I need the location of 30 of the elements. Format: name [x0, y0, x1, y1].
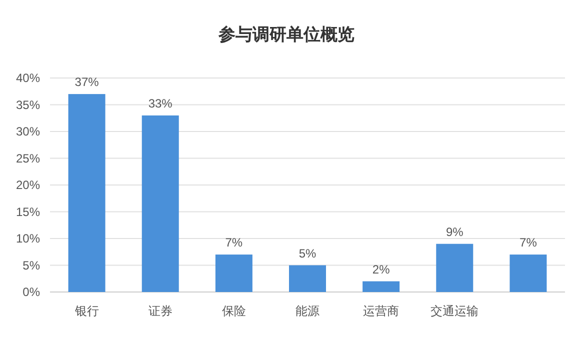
bar — [289, 265, 326, 292]
x-tick-label: 保险 — [222, 304, 246, 318]
x-tick-label: 能源 — [296, 304, 320, 318]
y-tick-label: 25% — [16, 151, 40, 166]
data-label: 5% — [298, 246, 316, 260]
y-tick-label: 15% — [16, 204, 40, 219]
y-tick-label: 0% — [22, 285, 40, 299]
chart-title: 参与调研单位概览 — [218, 25, 354, 44]
bar — [68, 94, 106, 292]
data-label: 33% — [148, 96, 173, 110]
y-tick-label: 20% — [16, 178, 40, 192]
x-tick-label: 证券 — [148, 304, 172, 318]
x-tick-label: 交通运输 — [430, 304, 479, 318]
data-label: 2% — [372, 262, 390, 276]
bar — [215, 254, 252, 292]
data-label: 7% — [225, 236, 243, 250]
bar — [510, 254, 547, 292]
y-tick-label: 30% — [16, 124, 40, 138]
bar — [362, 281, 400, 292]
x-tick-label: 运营商 — [363, 304, 400, 318]
y-tick-label: 10% — [16, 232, 40, 246]
bar — [142, 115, 179, 292]
y-tick-label: 35% — [16, 98, 40, 112]
data-label: 37% — [74, 75, 100, 90]
y-tick-label: 5% — [22, 258, 40, 272]
bar — [436, 244, 474, 292]
y-tick-label: 40% — [16, 71, 40, 85]
data-label: 9% — [446, 224, 464, 239]
data-label: 7% — [520, 236, 538, 250]
x-tick-label: 银行 — [74, 304, 99, 318]
